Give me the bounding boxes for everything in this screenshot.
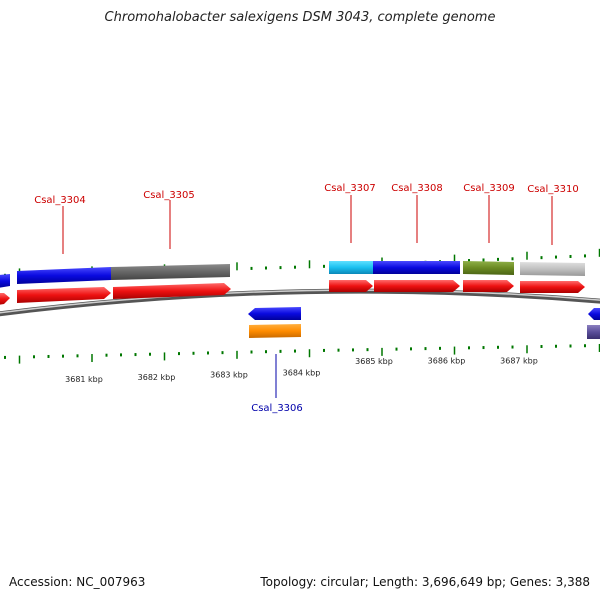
genome-backbone-highlight xyxy=(0,289,600,314)
reverse-cog-track xyxy=(249,324,600,339)
gene-labels: Csal_3304 Csal_3305 Csal_3306 Csal_3307 … xyxy=(34,183,579,414)
genome-summary-text: Topology: circular; Length: 3,696,649 bp… xyxy=(260,575,590,589)
scale-label: 3683 kbp xyxy=(210,371,248,380)
gene-bar-left-edge[interactable] xyxy=(0,274,10,288)
gene-label-csal-3304[interactable]: Csal_3304 xyxy=(34,195,86,206)
gene-bar-csal-3305[interactable] xyxy=(111,264,230,280)
gene-bar-csal-3310[interactable] xyxy=(520,262,585,276)
gene-bar-csal-3304[interactable] xyxy=(17,267,111,284)
gene-arrow-csal-3308[interactable] xyxy=(374,280,460,292)
accession-text: Accession: NC_007963 xyxy=(9,575,146,589)
gene-bar-right-edge[interactable] xyxy=(587,325,600,339)
scale-label: 3684 kbp xyxy=(283,369,321,378)
scale-label: 3682 kbp xyxy=(138,373,176,382)
gene-bar-csal-3308[interactable] xyxy=(373,261,460,274)
gene-arrow-csal-3306[interactable] xyxy=(248,307,301,320)
genome-backbone xyxy=(0,288,600,317)
forward-cog-track xyxy=(0,261,585,288)
gene-label-csal-3308[interactable]: Csal_3308 xyxy=(391,183,443,194)
gene-label-csal-3309[interactable]: Csal_3309 xyxy=(463,183,515,194)
gene-arrow-csal-3304[interactable] xyxy=(17,287,111,303)
scale-label: 3685 kbp xyxy=(355,357,393,366)
reverse-cds-track xyxy=(248,307,600,320)
gene-label-csal-3310[interactable]: Csal_3310 xyxy=(527,184,579,195)
genome-title: Chromohalobacter salexigens DSM 3043, co… xyxy=(104,10,496,25)
gene-label-csal-3307[interactable]: Csal_3307 xyxy=(324,183,376,194)
scale-label: 3681 kbp xyxy=(65,375,103,384)
scale-labels: 3681 kbp 3682 kbp 3683 kbp 3684 kbp 3685 kbp… xyxy=(65,357,538,384)
gene-arrow-csal-3310[interactable] xyxy=(520,281,585,293)
gene-arrow-left-edge[interactable] xyxy=(0,293,10,305)
gene-arrow-csal-3305[interactable] xyxy=(113,283,231,299)
gene-arrow-right-edge[interactable] xyxy=(588,308,600,320)
scale-label: 3686 kbp xyxy=(428,357,466,366)
gene-label-csal-3306[interactable]: Csal_3306 xyxy=(251,403,303,414)
scale-label: 3687 kbp xyxy=(500,357,538,366)
gene-bar-csal-3307[interactable] xyxy=(329,261,373,274)
gene-bar-csal-3309[interactable] xyxy=(463,261,514,275)
gene-bar-csal-3306[interactable] xyxy=(249,324,301,338)
gene-arrow-csal-3309[interactable] xyxy=(463,280,514,292)
gene-arrow-csal-3307[interactable] xyxy=(329,280,373,292)
forward-cds-track xyxy=(0,280,585,305)
gene-label-csal-3305[interactable]: Csal_3305 xyxy=(143,190,195,201)
